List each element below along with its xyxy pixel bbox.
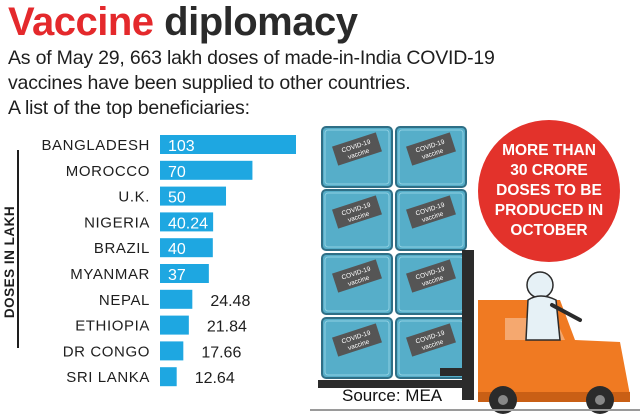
category-label-u-k: U.K.: [118, 189, 150, 206]
value-label-nepal: 24.48: [210, 293, 250, 310]
value-label-sri-lanka: 12.64: [195, 370, 235, 387]
crate-tag: [406, 132, 456, 166]
crate-tag: [332, 323, 382, 357]
bar-nigeria: [160, 212, 214, 232]
production-badge: MORE THAN 30 CRORE DOSES TO BE PRODUCED …: [478, 120, 620, 262]
crate-tag: [332, 259, 382, 293]
bar-ethiopia: [160, 315, 189, 335]
value-label-brazil: 40: [168, 241, 186, 258]
y-axis-line: [17, 150, 19, 348]
source-note: Source: MEA: [342, 386, 443, 405]
bar-sri-lanka: [160, 367, 177, 387]
bars-group: BANGLADESH 103 MOROCCO 70 U.K. 50 NIGERIA 40.24…: [41, 135, 296, 387]
chart-title: Vaccine diplomacy: [8, 0, 358, 44]
bar-brazil: [160, 238, 213, 258]
bar-nepal: [160, 289, 193, 309]
value-label-morocco: 70: [168, 164, 186, 181]
forklift-mast: [440, 250, 474, 400]
category-label-ethiopia: ETHIOPIA: [75, 318, 150, 335]
category-label-morocco: MOROCCO: [66, 163, 150, 180]
value-label-ethiopia: 21.84: [207, 319, 247, 336]
title-part-vaccine: Vaccine: [8, 0, 154, 44]
subtitle-line-3: A list of the top beneficiaries:: [8, 97, 250, 119]
crate-tag: [406, 195, 456, 229]
category-label-bangladesh: BANGLADESH: [41, 137, 150, 154]
forklift-driver-figure: [525, 271, 582, 341]
category-label-sri-lanka: SRI LANKA: [66, 369, 150, 386]
bar-dr-congo: [160, 341, 184, 361]
forklift-wheels: [489, 386, 614, 414]
bar-myanmar: [160, 264, 209, 283]
bar-u-k: [160, 186, 227, 206]
crate-tag: [406, 259, 456, 293]
value-label-myanmar: 37: [168, 267, 186, 284]
value-label-dr-congo: 17.66: [201, 344, 241, 361]
category-label-nigeria: NIGERIA: [84, 214, 150, 231]
forklift-fork: [318, 380, 468, 388]
crate-tag: [332, 195, 382, 229]
crate-tag: [332, 132, 382, 166]
subtitle-line-2: vaccines have been supplied to other cou…: [8, 72, 411, 94]
category-label-nepal: NEPAL: [99, 292, 150, 309]
category-label-brazil: BRAZIL: [94, 240, 150, 257]
value-label-bangladesh: 103: [168, 138, 195, 155]
value-label-u-k: 50: [168, 190, 186, 207]
crate-tag: [406, 323, 456, 357]
category-label-myanmar: MYANMAR: [70, 266, 150, 283]
bar-morocco: [160, 160, 253, 180]
value-label-nigeria: 40.24: [168, 215, 208, 232]
bar-bangladesh: [160, 135, 296, 154]
subtitle-line-1: As of May 29, 663 lakh doses of made-in-…: [8, 47, 495, 69]
title-part-diplomacy: diplomacy: [164, 0, 358, 44]
category-label-dr-congo: DR CONGO: [63, 343, 150, 360]
